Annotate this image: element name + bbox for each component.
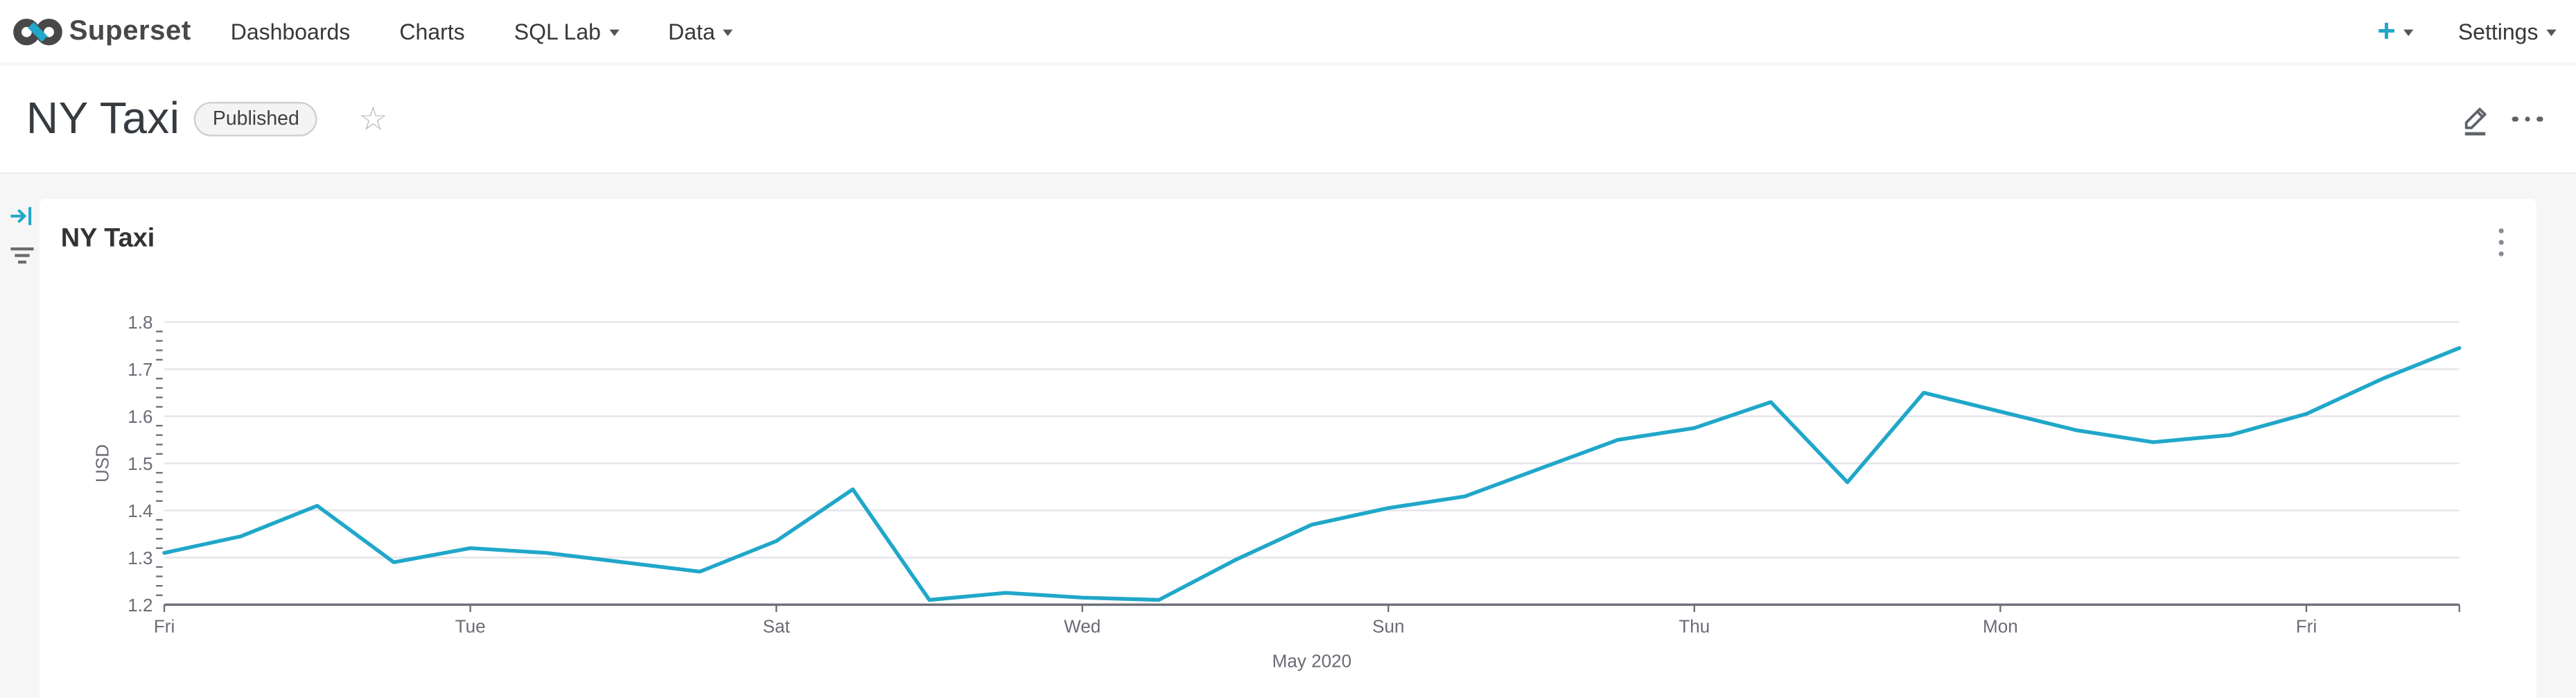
filter-icon (10, 247, 33, 264)
edit-dashboard-button[interactable] (2460, 102, 2491, 137)
nav-sql-lab[interactable]: SQL Lab (514, 19, 620, 44)
nav-charts-label: Charts (399, 19, 465, 44)
expand-filter-bar-button[interactable] (10, 205, 33, 227)
svg-text:1.7: 1.7 (128, 359, 152, 380)
nav-dashboards[interactable]: Dashboards (231, 19, 351, 44)
svg-text:Sun: Sun (1372, 616, 1404, 637)
main-nav: Dashboards Charts SQL Lab Data (231, 19, 733, 44)
header-actions (2460, 102, 2543, 137)
svg-text:Sat: Sat (763, 616, 791, 637)
svg-text:1.2: 1.2 (128, 595, 152, 616)
svg-text:Mon: Mon (1983, 616, 2018, 637)
ellipsis-dot (2537, 116, 2543, 123)
svg-text:May 2020: May 2020 (1272, 650, 1351, 671)
dashboard-header: NY Taxi Published ☆ (0, 65, 2576, 175)
chevron-down-icon (2403, 28, 2414, 35)
svg-text:Fri: Fri (2296, 616, 2317, 637)
filter-list-button[interactable] (9, 247, 34, 265)
more-actions-button[interactable] (2512, 110, 2543, 128)
kebab-dot (2498, 239, 2504, 245)
svg-text:Thu: Thu (1679, 616, 1710, 637)
settings-label: Settings (2457, 19, 2539, 44)
filter-bar-rail (5, 205, 37, 264)
svg-text:1.3: 1.3 (128, 548, 152, 568)
chevron-down-icon (2546, 28, 2557, 35)
svg-text:USD: USD (91, 444, 112, 482)
page-title[interactable]: NY Taxi (26, 94, 180, 143)
svg-text:1.5: 1.5 (128, 453, 152, 474)
chart-title: NY Taxi (60, 225, 155, 254)
svg-text:1.8: 1.8 (128, 312, 152, 333)
nav-charts[interactable]: Charts (399, 19, 464, 44)
chart-card: NY Taxi 1.2 1.3 1.4 1.5 1.6 1.7 1.8 Fri Tue Sat We… (39, 198, 2537, 698)
nav-sql-lab-label: SQL Lab (514, 19, 601, 44)
arrow-to-bar-icon (10, 207, 32, 225)
published-badge[interactable]: Published (194, 101, 317, 137)
kebab-dot (2498, 250, 2504, 256)
line-chart[interactable]: 1.2 1.3 1.4 1.5 1.6 1.7 1.8 Fri Tue Sat Wed Sun Thu M… (40, 199, 2536, 692)
ellipsis-dot (2525, 116, 2531, 123)
top-navbar: Superset Dashboards Charts SQL Lab Data … (0, 0, 2576, 66)
nav-dashboards-label: Dashboards (230, 19, 351, 44)
favorite-star-icon[interactable]: ☆ (358, 101, 388, 137)
svg-text:Fri: Fri (154, 616, 175, 637)
settings-menu[interactable]: Settings (2458, 19, 2557, 44)
nav-data-label: Data (668, 19, 715, 44)
svg-text:Wed: Wed (1064, 616, 1101, 637)
brand-name: Superset (69, 15, 191, 46)
svg-text:1.4: 1.4 (128, 500, 152, 521)
ellipsis-dot (2512, 116, 2518, 123)
chart-options-menu[interactable] (2491, 225, 2510, 260)
plus-icon: + (2377, 14, 2396, 49)
svg-text:Tue: Tue (455, 616, 486, 637)
superset-brand[interactable]: Superset (13, 14, 191, 49)
chevron-down-icon (608, 28, 620, 35)
chart-card-header: NY Taxi (40, 199, 2536, 260)
dashboard-grid: NY Taxi 1.2 1.3 1.4 1.5 1.6 1.7 1.8 Fri Tue Sat We… (0, 174, 2576, 698)
kebab-dot (2498, 228, 2504, 234)
pencil-icon (2465, 107, 2487, 136)
superset-logo-icon (13, 17, 62, 45)
chevron-down-icon (723, 28, 733, 35)
nav-data[interactable]: Data (668, 19, 733, 44)
svg-text:1.6: 1.6 (128, 406, 152, 427)
navbar-right: + Settings (2377, 14, 2557, 49)
new-item-button[interactable]: + (2377, 14, 2414, 49)
